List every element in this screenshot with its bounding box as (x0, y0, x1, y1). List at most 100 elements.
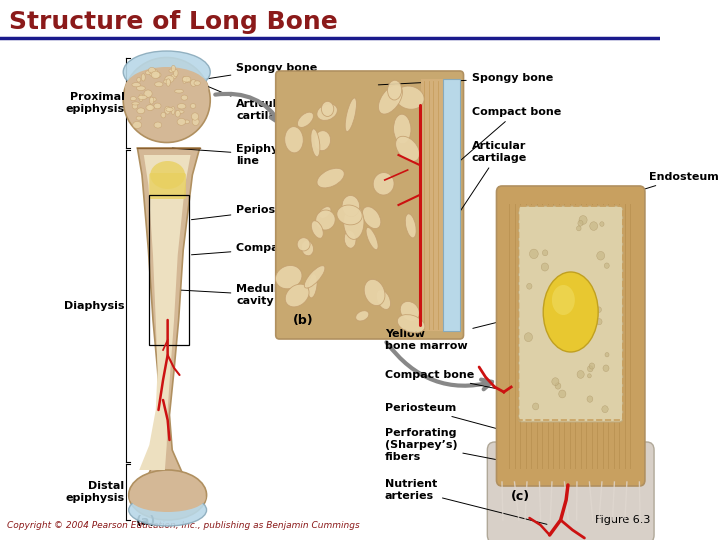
Circle shape (555, 383, 561, 389)
Ellipse shape (314, 131, 330, 151)
Ellipse shape (397, 315, 425, 333)
Ellipse shape (136, 116, 142, 120)
Circle shape (587, 396, 593, 402)
Ellipse shape (192, 118, 199, 125)
Ellipse shape (344, 231, 356, 248)
Ellipse shape (130, 97, 136, 100)
Text: Diaphysis: Diaphysis (64, 301, 125, 311)
Ellipse shape (342, 195, 360, 217)
Ellipse shape (181, 95, 188, 100)
Circle shape (533, 403, 539, 410)
Ellipse shape (123, 57, 210, 143)
Ellipse shape (129, 494, 207, 526)
Circle shape (529, 249, 539, 259)
Ellipse shape (144, 90, 152, 97)
Ellipse shape (311, 129, 320, 157)
Circle shape (597, 252, 605, 260)
Ellipse shape (165, 76, 174, 83)
Ellipse shape (405, 214, 416, 238)
Ellipse shape (297, 112, 313, 127)
Circle shape (559, 390, 566, 398)
Text: (c): (c) (511, 490, 530, 503)
Bar (444, 79, 460, 331)
Ellipse shape (165, 106, 171, 114)
Ellipse shape (394, 114, 411, 144)
Ellipse shape (284, 126, 303, 153)
FancyBboxPatch shape (276, 71, 464, 339)
Ellipse shape (297, 238, 310, 251)
Text: (b): (b) (293, 314, 314, 327)
Ellipse shape (191, 79, 197, 86)
Ellipse shape (395, 136, 420, 161)
Circle shape (579, 215, 587, 225)
Ellipse shape (356, 310, 369, 321)
Ellipse shape (319, 207, 331, 218)
Ellipse shape (395, 86, 424, 109)
Ellipse shape (169, 69, 176, 73)
Ellipse shape (362, 207, 381, 228)
Ellipse shape (132, 102, 139, 105)
Circle shape (552, 378, 559, 386)
Circle shape (524, 333, 533, 342)
Ellipse shape (132, 122, 142, 129)
Ellipse shape (166, 107, 173, 112)
Ellipse shape (317, 168, 344, 188)
Ellipse shape (366, 227, 378, 249)
Ellipse shape (137, 108, 145, 114)
Ellipse shape (379, 85, 402, 114)
Ellipse shape (148, 68, 156, 73)
Text: Yellow
bone marrow: Yellow bone marrow (384, 313, 536, 351)
Text: Spongy bone: Spongy bone (169, 63, 318, 85)
Bar (421, 79, 444, 331)
Text: Compact bone: Compact bone (440, 107, 561, 178)
Polygon shape (135, 148, 199, 490)
Ellipse shape (150, 161, 185, 189)
Text: Periosteum: Periosteum (192, 205, 307, 220)
Ellipse shape (132, 83, 140, 87)
FancyBboxPatch shape (518, 206, 623, 422)
Ellipse shape (141, 73, 145, 81)
Circle shape (588, 374, 591, 378)
Ellipse shape (285, 284, 309, 307)
FancyBboxPatch shape (487, 442, 654, 540)
Ellipse shape (155, 82, 163, 87)
Circle shape (596, 319, 602, 325)
Ellipse shape (166, 79, 171, 86)
Ellipse shape (171, 74, 176, 79)
Ellipse shape (151, 71, 160, 78)
Ellipse shape (343, 205, 364, 239)
Text: Compact bone: Compact bone (384, 370, 510, 392)
Ellipse shape (317, 104, 338, 120)
Ellipse shape (373, 173, 394, 195)
Text: Articular
cartilage: Articular cartilage (190, 79, 292, 121)
Text: Proximal
epiphysis: Proximal epiphysis (66, 92, 125, 114)
Circle shape (577, 226, 581, 231)
Circle shape (589, 363, 595, 369)
Text: (a): (a) (135, 515, 156, 528)
Ellipse shape (132, 104, 138, 109)
Ellipse shape (377, 290, 390, 309)
Circle shape (596, 307, 601, 313)
Ellipse shape (182, 76, 191, 82)
FancyBboxPatch shape (497, 186, 645, 486)
Ellipse shape (190, 104, 196, 109)
Ellipse shape (139, 94, 143, 102)
Ellipse shape (150, 71, 157, 77)
Ellipse shape (148, 105, 153, 111)
Text: Periosteum: Periosteum (384, 403, 507, 431)
Ellipse shape (177, 104, 186, 109)
Ellipse shape (276, 266, 302, 289)
Ellipse shape (153, 72, 161, 78)
Text: Nutrient
arteries: Nutrient arteries (384, 479, 547, 524)
Ellipse shape (138, 95, 147, 99)
Ellipse shape (387, 80, 402, 100)
Circle shape (577, 370, 584, 379)
Ellipse shape (171, 106, 175, 114)
Text: Articular
cartilage: Articular cartilage (456, 141, 527, 218)
Ellipse shape (146, 105, 154, 111)
Polygon shape (139, 155, 191, 470)
Circle shape (561, 321, 569, 330)
Ellipse shape (145, 71, 150, 75)
Ellipse shape (543, 272, 598, 352)
Circle shape (600, 222, 604, 226)
